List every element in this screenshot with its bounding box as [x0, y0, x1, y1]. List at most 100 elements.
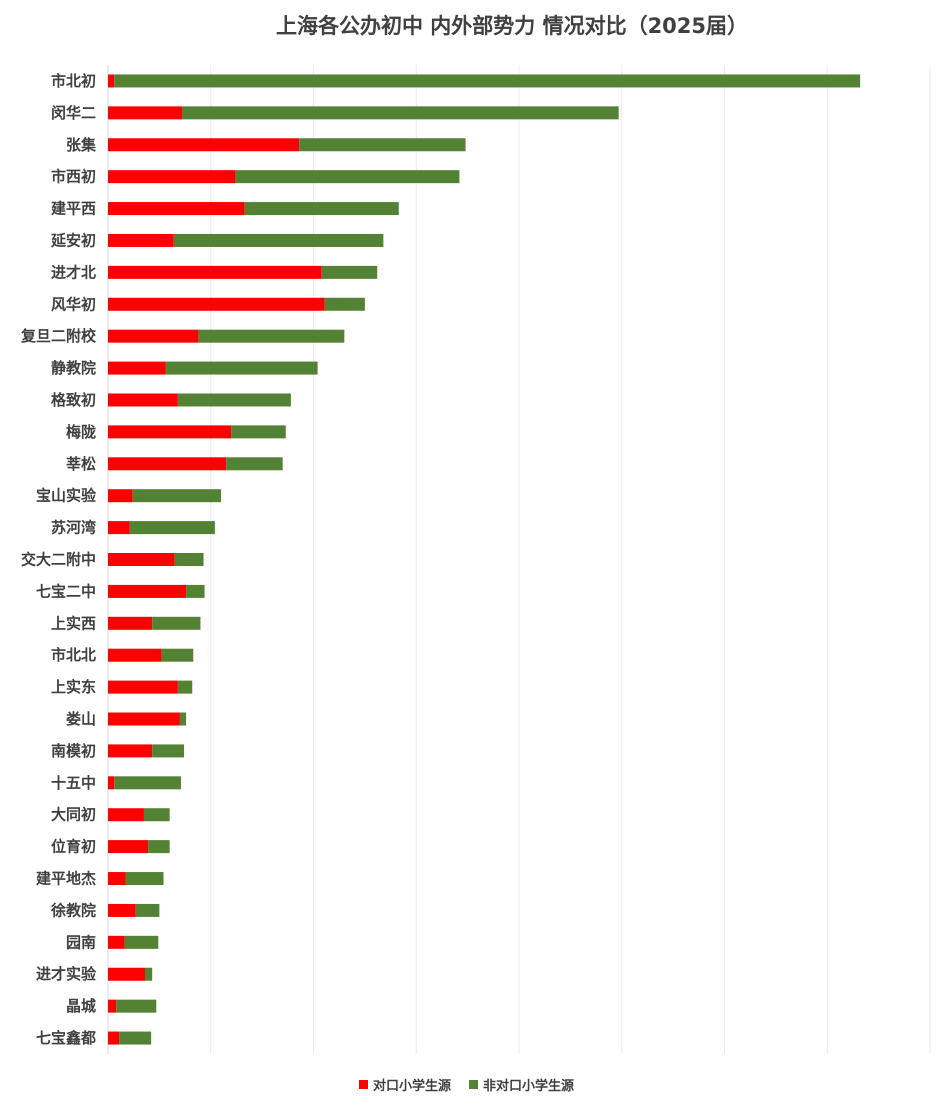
- bar-nonlocal-24: [148, 840, 170, 854]
- category-label-30: 七宝鑫都: [36, 1029, 96, 1047]
- bar-nonlocal-0: [114, 74, 861, 88]
- category-label-3: 市西初: [51, 168, 96, 186]
- bar-local-24: [108, 840, 149, 854]
- bar-nonlocal-17: [152, 616, 201, 630]
- bar-nonlocal-7: [324, 297, 365, 311]
- category-label-6: 进才北: [51, 263, 96, 281]
- category-label-17: 上实西: [51, 614, 96, 632]
- bar-local-19: [108, 680, 178, 694]
- bar-local-21: [108, 744, 153, 758]
- bar-nonlocal-25: [125, 872, 164, 886]
- bar-nonlocal-11: [231, 425, 286, 439]
- category-label-29: 晶城: [66, 997, 96, 1015]
- bar-nonlocal-19: [177, 680, 193, 694]
- bar-local-3: [108, 170, 236, 184]
- bar-local-25: [108, 872, 126, 886]
- bar-nonlocal-8: [198, 329, 345, 343]
- category-label-14: 苏河湾: [51, 519, 96, 537]
- bar-local-27: [108, 935, 125, 949]
- bar-local-6: [108, 265, 322, 279]
- bar-local-11: [108, 425, 232, 439]
- chart-title: 上海各公办初中 内外部势力 情况对比（2025届）: [276, 14, 748, 38]
- category-label-26: 徐教院: [50, 901, 96, 919]
- bar-local-5: [108, 233, 174, 247]
- category-labels: 市北初闵华二张集市西初建平西延安初进才北风华初复旦二附校静教院格致初梅陇莘松宝山…: [20, 72, 97, 1047]
- bar-nonlocal-26: [135, 903, 160, 917]
- bar-nonlocal-10: [177, 393, 291, 407]
- bar-nonlocal-9: [165, 361, 318, 375]
- category-label-11: 梅陇: [66, 423, 96, 441]
- category-label-16: 七宝二中: [36, 582, 96, 600]
- category-label-4: 建平西: [51, 200, 96, 218]
- legend-swatch-series-0: [359, 1080, 368, 1089]
- category-label-27: 园南: [66, 933, 96, 951]
- category-label-1: 闵华二: [51, 104, 96, 122]
- bar-nonlocal-12: [226, 457, 283, 471]
- legend-label-series-1: 非对口小学生源: [483, 1078, 574, 1094]
- bar-nonlocal-23: [143, 808, 170, 822]
- category-label-25: 建平地杰: [36, 870, 96, 888]
- bar-local-0: [108, 74, 115, 88]
- bar-nonlocal-2: [299, 138, 466, 152]
- bar-nonlocal-14: [129, 521, 215, 535]
- category-label-5: 延安初: [50, 231, 96, 249]
- category-label-24: 位育初: [51, 838, 96, 856]
- bar-nonlocal-13: [132, 489, 222, 503]
- bar-nonlocal-18: [161, 648, 194, 662]
- bar-nonlocal-22: [114, 776, 181, 790]
- legend: 对口小学生源 非对口小学生源: [359, 1078, 574, 1094]
- bar-local-9: [108, 361, 166, 375]
- category-label-10: 格致初: [51, 391, 96, 409]
- bar-nonlocal-21: [152, 744, 185, 758]
- bar-local-14: [108, 521, 130, 535]
- bar-local-20: [108, 712, 180, 726]
- bar-nonlocal-29: [116, 999, 157, 1013]
- bar-local-29: [108, 999, 117, 1013]
- bar-nonlocal-3: [235, 170, 460, 184]
- legend-swatch-series-1: [469, 1080, 478, 1089]
- bar-nonlocal-15: [174, 553, 204, 566]
- bar-local-22: [108, 776, 115, 790]
- category-label-8: 复旦二附校: [20, 327, 97, 345]
- bar-local-1: [108, 106, 182, 120]
- category-label-9: 静教院: [51, 359, 96, 377]
- category-label-18: 市北北: [51, 646, 96, 664]
- bar-nonlocal-1: [181, 106, 619, 120]
- category-label-0: 市北初: [51, 72, 96, 90]
- bar-nonlocal-28: [144, 967, 153, 981]
- category-label-2: 张集: [66, 136, 97, 154]
- category-label-23: 大同初: [51, 806, 96, 824]
- category-label-28: 进才实验: [36, 965, 97, 983]
- bar-local-2: [108, 138, 300, 152]
- bar-local-7: [108, 297, 325, 311]
- category-label-12: 莘松: [66, 455, 96, 473]
- category-label-13: 宝山实验: [36, 487, 97, 505]
- bar-local-30: [108, 1031, 120, 1045]
- bar-nonlocal-6: [321, 265, 378, 279]
- category-label-21: 南模初: [51, 742, 96, 760]
- bar-local-16: [108, 584, 187, 598]
- bar-local-4: [108, 202, 245, 216]
- bar-local-23: [108, 808, 144, 822]
- bar-local-18: [108, 648, 162, 662]
- bar-nonlocal-4: [244, 202, 399, 216]
- bar-local-10: [108, 393, 178, 407]
- category-label-19: 上实东: [51, 678, 96, 696]
- bar-local-8: [108, 329, 199, 343]
- bar-nonlocal-20: [179, 712, 187, 726]
- legend-label-series-0: 对口小学生源: [373, 1078, 451, 1094]
- bar-local-17: [108, 616, 153, 630]
- bar-nonlocal-5: [173, 233, 384, 247]
- category-label-20: 娄山: [66, 710, 96, 728]
- bar-local-15: [108, 553, 175, 566]
- category-label-22: 十五中: [51, 774, 96, 792]
- bar-local-28: [108, 967, 145, 981]
- bar-local-26: [108, 903, 136, 917]
- bar-local-12: [108, 457, 227, 471]
- bar-nonlocal-30: [119, 1031, 152, 1045]
- category-label-15: 交大二附中: [21, 551, 96, 569]
- bar-nonlocal-27: [124, 935, 159, 949]
- bar-local-13: [108, 489, 133, 503]
